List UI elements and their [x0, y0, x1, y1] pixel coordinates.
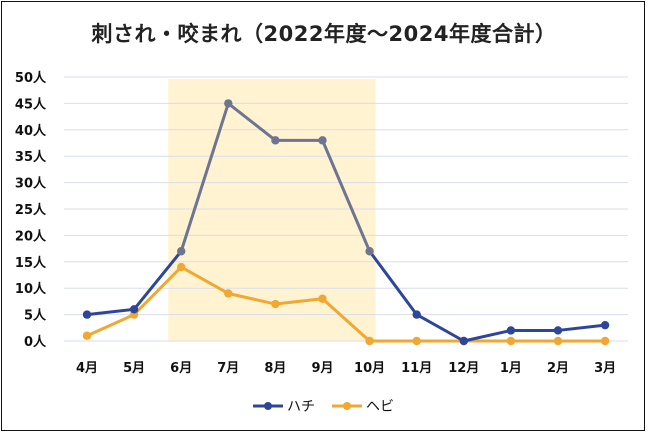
y-tick-label: 0人 [24, 334, 47, 350]
data-point [365, 247, 374, 256]
chart-title: 刺され・咬まれ（2022年度〜2024年度合計） [91, 22, 557, 46]
x-tick-label: 5月 [123, 361, 145, 376]
data-point [506, 336, 516, 346]
legend-label: ヘビ [366, 399, 394, 415]
legend: ハチ ヘビ [253, 399, 394, 415]
data-point [318, 294, 327, 303]
data-point [224, 289, 233, 298]
data-point [553, 326, 563, 335]
data-point [271, 136, 280, 145]
data-point [82, 310, 92, 319]
data-point [459, 336, 468, 346]
legend-item: ハチ [253, 399, 315, 415]
x-tick-label: 9月 [311, 361, 333, 376]
data-point [318, 136, 327, 145]
data-point [177, 262, 186, 272]
data-point [600, 336, 610, 346]
series-hebi [82, 262, 610, 346]
data-point [82, 331, 92, 340]
x-tick-label: 12月 [448, 361, 479, 376]
data-point [271, 299, 280, 309]
x-tick-label: 6月 [170, 361, 192, 376]
data-point [412, 336, 421, 346]
x-axis: 4月 5月 6月 7月 8月 9月 10月 11月 12月 1月 2月 3月 [76, 361, 616, 376]
y-tick-label: 45人 [15, 96, 47, 112]
data-point [224, 99, 233, 108]
data-point [600, 320, 610, 330]
legend-label: ハチ [287, 399, 315, 415]
y-tick-label: 20人 [15, 228, 47, 244]
data-point [553, 336, 563, 346]
y-tick-label: 30人 [15, 176, 47, 192]
data-point [365, 336, 374, 346]
data-point [177, 247, 186, 256]
x-tick-label: 10月 [354, 361, 385, 376]
x-tick-label: 1月 [500, 361, 522, 376]
series-lines [82, 99, 610, 346]
data-point [129, 305, 139, 314]
data-point [412, 310, 421, 319]
x-tick-label: 7月 [217, 361, 239, 376]
series-hachi [82, 99, 610, 346]
y-tick-label: 50人 [15, 70, 47, 86]
x-tick-label: 4月 [76, 361, 98, 376]
x-tick-label: 11月 [401, 361, 432, 376]
y-tick-label: 25人 [15, 202, 47, 218]
y-tick-label: 35人 [15, 149, 47, 165]
y-axis: 0人 5人 10人 15人 20人 25人 30人 35人 40人 45人 50人 [15, 70, 47, 350]
legend-item: ヘビ [332, 399, 394, 415]
y-tick-label: 40人 [15, 123, 47, 139]
y-tick-label: 10人 [15, 281, 47, 297]
highlight-rect [168, 79, 376, 341]
x-tick-label: 8月 [264, 361, 286, 376]
x-tick-label: 2月 [547, 361, 569, 376]
y-tick-label: 15人 [15, 255, 47, 271]
data-point [506, 326, 516, 335]
gridlines [64, 76, 628, 342]
y-tick-label: 5人 [24, 308, 47, 324]
highlight-region [168, 79, 376, 341]
x-tick-label: 3月 [594, 361, 616, 376]
